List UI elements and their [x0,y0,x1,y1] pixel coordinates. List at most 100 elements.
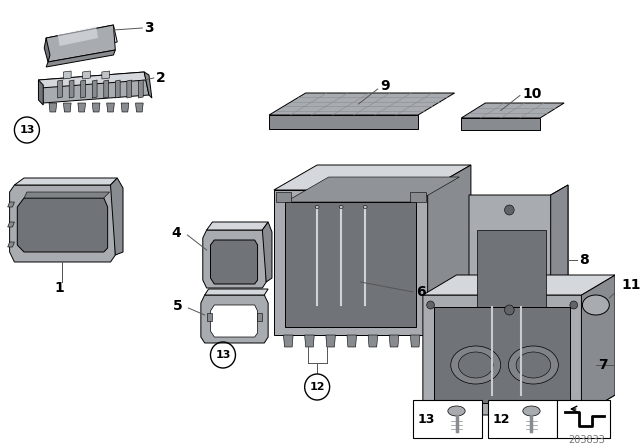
Polygon shape [492,415,500,425]
Polygon shape [546,415,554,425]
Polygon shape [438,415,446,425]
Polygon shape [111,178,123,255]
Polygon shape [115,80,120,98]
Polygon shape [211,240,257,284]
Polygon shape [347,335,356,347]
Polygon shape [201,295,268,343]
Text: 13: 13 [215,350,230,360]
Polygon shape [276,192,291,202]
Polygon shape [326,335,335,347]
Text: 4: 4 [171,226,180,240]
Polygon shape [46,25,115,62]
Text: 1: 1 [54,281,65,295]
Polygon shape [63,71,71,79]
Ellipse shape [523,406,540,416]
Polygon shape [38,72,146,88]
Circle shape [427,401,435,409]
Polygon shape [58,80,63,98]
Ellipse shape [316,206,319,208]
Polygon shape [207,313,212,321]
Polygon shape [15,178,117,185]
Text: 13: 13 [418,413,435,426]
Polygon shape [44,38,50,62]
Polygon shape [102,71,109,79]
Polygon shape [144,72,152,98]
Polygon shape [274,190,428,335]
Ellipse shape [364,206,367,208]
Text: 9: 9 [381,79,390,93]
Polygon shape [461,118,540,130]
Bar [413,400,483,438]
Circle shape [504,205,514,215]
Polygon shape [262,222,272,282]
Polygon shape [8,242,15,247]
Polygon shape [121,103,129,112]
Polygon shape [69,80,74,98]
Text: 5: 5 [173,299,182,313]
Polygon shape [38,72,149,103]
Ellipse shape [448,406,465,416]
Ellipse shape [516,352,550,378]
Polygon shape [435,307,570,403]
Text: 12: 12 [309,382,325,392]
Polygon shape [269,93,454,115]
Text: 203833: 203833 [568,435,605,445]
Text: 2: 2 [156,71,166,85]
Polygon shape [24,192,109,198]
Polygon shape [410,335,420,347]
Polygon shape [305,335,314,347]
Polygon shape [423,275,615,295]
Polygon shape [368,335,378,347]
Polygon shape [8,202,15,207]
Ellipse shape [451,346,500,384]
Circle shape [570,301,577,309]
Polygon shape [284,335,293,347]
Polygon shape [104,80,109,98]
Polygon shape [207,222,268,230]
Text: 12: 12 [493,413,511,426]
Polygon shape [136,103,143,112]
Polygon shape [203,230,266,288]
Polygon shape [465,415,473,425]
Polygon shape [107,103,115,112]
Text: 8: 8 [579,253,589,267]
Circle shape [504,305,514,315]
Polygon shape [477,230,546,317]
Polygon shape [17,198,108,252]
Polygon shape [81,80,86,98]
Circle shape [570,401,577,409]
Polygon shape [46,25,117,55]
Text: 3: 3 [144,21,154,35]
Polygon shape [550,185,568,325]
Polygon shape [83,71,90,79]
Polygon shape [257,313,262,321]
Polygon shape [519,415,527,425]
Bar [557,400,611,438]
Polygon shape [38,80,44,105]
Polygon shape [205,289,268,295]
Text: 7: 7 [598,358,607,372]
Ellipse shape [508,346,558,384]
Polygon shape [58,26,98,46]
Text: 13: 13 [19,125,35,135]
Polygon shape [63,103,71,112]
Polygon shape [49,103,57,112]
Ellipse shape [582,295,609,315]
Polygon shape [92,80,97,98]
Polygon shape [46,50,115,67]
Polygon shape [211,305,257,337]
Polygon shape [269,115,418,129]
Polygon shape [285,177,460,202]
Polygon shape [428,165,471,335]
Polygon shape [423,275,615,415]
Polygon shape [127,80,132,98]
Text: 6: 6 [416,285,426,299]
Polygon shape [469,185,568,325]
Polygon shape [8,222,15,227]
Polygon shape [410,192,426,202]
Bar [488,400,557,438]
Polygon shape [10,185,115,262]
Polygon shape [389,335,399,347]
Circle shape [427,301,435,309]
Polygon shape [274,165,471,190]
